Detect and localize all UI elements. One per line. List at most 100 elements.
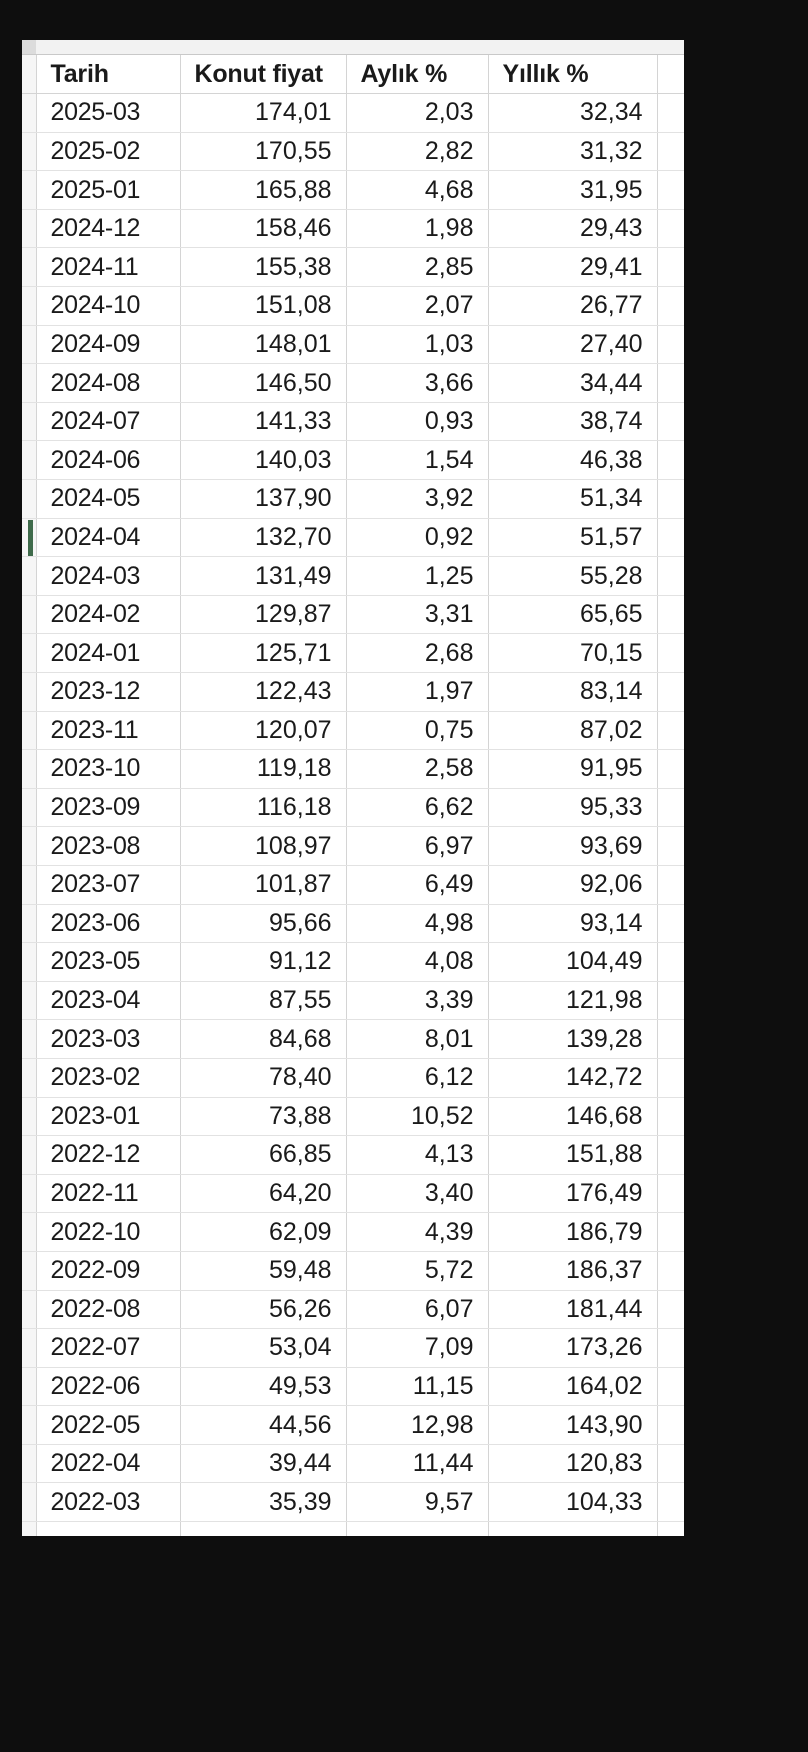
cell-konut[interactable]: 131,49 (180, 556, 347, 596)
row-gutter[interactable] (22, 826, 37, 866)
cell-overflow[interactable] (657, 904, 684, 944)
cell-yillik[interactable]: 31,95 (488, 170, 658, 210)
table-row[interactable]: 2022-09 59,48 5,72 186,37 (22, 1251, 684, 1291)
cell-yillik[interactable]: 173,26 (488, 1328, 658, 1368)
cell-yillik[interactable]: 29,41 (488, 247, 658, 288)
cell-yillik[interactable]: 27,40 (488, 325, 658, 365)
table-row[interactable]: 2022-12 66,85 4,13 151,88 (22, 1135, 684, 1175)
row-gutter[interactable] (22, 518, 37, 558)
cell-yillik[interactable]: 186,79 (488, 1212, 658, 1252)
cell-aylik[interactable]: 1,97 (346, 672, 489, 712)
cell-overflow[interactable] (657, 479, 684, 519)
cell-overflow[interactable] (657, 1328, 684, 1368)
cell-tarih[interactable]: 2023-03 (36, 1019, 181, 1059)
table-row[interactable]: 2022-05 44,56 12,98 143,90 (22, 1405, 684, 1445)
table-row[interactable]: 2024-02 129,87 3,31 65,65 (22, 595, 684, 635)
table-row[interactable]: 2023-09 116,18 6,62 95,33 (22, 788, 684, 828)
cell-aylik[interactable]: 6,49 (346, 865, 489, 905)
table-row[interactable]: 2024-07 141,33 0,93 38,74 (22, 402, 684, 442)
cell-overflow[interactable] (657, 518, 684, 558)
cell-overflow[interactable] (657, 865, 684, 905)
cell-tarih[interactable]: 2024-09 (36, 325, 181, 365)
cell-tarih[interactable]: 2022-08 (36, 1290, 181, 1330)
row-gutter[interactable] (22, 402, 37, 442)
table-row[interactable]: 2023-06 95,66 4,98 93,14 (22, 904, 684, 944)
row-gutter[interactable] (22, 1251, 37, 1291)
table-row[interactable]: 2023-10 119,18 2,58 91,95 (22, 749, 684, 789)
cell-konut[interactable]: 158,46 (180, 209, 347, 249)
row-gutter[interactable] (22, 672, 37, 712)
cell-overflow[interactable] (657, 440, 684, 481)
row-gutter[interactable] (22, 749, 37, 789)
cell-konut[interactable]: 62,09 (180, 1212, 347, 1252)
cell-aylik[interactable]: 3,39 (346, 981, 489, 1021)
cell-yillik[interactable]: 104,33 (488, 1482, 658, 1523)
row-gutter[interactable] (22, 1367, 37, 1407)
cell-konut[interactable]: 35,39 (180, 1482, 347, 1523)
cell-yillik[interactable]: 121,98 (488, 981, 658, 1021)
cell-yillik[interactable]: 93,69 (488, 826, 658, 866)
cell-aylik[interactable]: 2,68 (346, 633, 489, 673)
row-gutter[interactable] (22, 595, 37, 635)
cell-aylik[interactable]: 5,72 (346, 1251, 489, 1291)
cell-overflow[interactable] (657, 1135, 684, 1175)
cell-aylik[interactable]: 6,97 (346, 826, 489, 866)
cell-overflow[interactable] (657, 132, 684, 172)
cell-yillik[interactable]: 34,44 (488, 363, 658, 403)
table-row[interactable]: 2023-03 84,68 8,01 139,28 (22, 1019, 684, 1059)
table-row[interactable]: 2024-05 137,90 3,92 51,34 (22, 479, 684, 519)
cell-aylik[interactable]: 0,75 (346, 711, 489, 751)
cell-konut[interactable]: 146,50 (180, 363, 347, 403)
column-header-overflow[interactable] (657, 55, 684, 95)
cell-yillik[interactable]: 55,28 (488, 556, 658, 596)
cell-yillik[interactable]: 87,02 (488, 711, 658, 751)
row-gutter[interactable] (22, 1328, 37, 1368)
cell-aylik[interactable]: 2,82 (346, 132, 489, 172)
cell-konut[interactable]: 101,87 (180, 865, 347, 905)
cell-overflow[interactable] (657, 595, 684, 635)
row-gutter[interactable] (22, 1058, 37, 1098)
cell-tarih[interactable]: 2022-06 (36, 1367, 181, 1407)
cell-konut[interactable]: 170,55 (180, 132, 347, 172)
cell-tarih[interactable]: 2023-01 (36, 1097, 181, 1137)
cell-yillik[interactable]: 181,44 (488, 1290, 658, 1330)
table-row[interactable]: 2025-01 165,88 4,68 31,95 (22, 170, 684, 210)
cell-yillik[interactable]: 176,49 (488, 1174, 658, 1214)
cell-yillik[interactable]: 51,34 (488, 479, 658, 519)
cell-konut[interactable]: 122,43 (180, 672, 347, 712)
cell-konut[interactable]: 66,85 (180, 1135, 347, 1175)
cell-tarih[interactable]: 2022-05 (36, 1405, 181, 1445)
cell-overflow[interactable] (657, 325, 684, 365)
cell-konut[interactable]: 56,26 (180, 1290, 347, 1330)
table-row[interactable]: 2022-11 64,20 3,40 176,49 (22, 1174, 684, 1214)
table-row[interactable]: 2024-03 131,49 1,25 55,28 (22, 556, 684, 596)
cell-tarih[interactable]: 2022-09 (36, 1251, 181, 1291)
row-gutter[interactable] (22, 788, 37, 828)
cell-aylik[interactable]: 4,08 (346, 942, 489, 982)
row-gutter[interactable] (22, 209, 37, 249)
cell-overflow[interactable] (657, 981, 684, 1021)
cell-aylik[interactable]: 6,62 (346, 788, 489, 828)
column-header-tarih[interactable]: Tarih (36, 55, 181, 95)
row-gutter-header[interactable] (22, 55, 37, 95)
cell-aylik[interactable]: 7,09 (346, 1328, 489, 1368)
cell-tarih[interactable]: 2024-06 (36, 440, 181, 481)
cell-yillik[interactable]: 142,72 (488, 1058, 658, 1098)
cell-konut[interactable]: 165,88 (180, 170, 347, 210)
table-row[interactable]: 2023-05 91,12 4,08 104,49 (22, 942, 684, 982)
table-row[interactable]: 2022-08 56,26 6,07 181,44 (22, 1290, 684, 1330)
cell-aylik[interactable]: 4,39 (346, 1212, 489, 1252)
cell-tarih[interactable]: 2024-04 (36, 518, 181, 558)
cell-overflow[interactable] (657, 1367, 684, 1407)
cell-konut[interactable]: 53,04 (180, 1328, 347, 1368)
spreadsheet-viewport[interactable]: Tarih Konut fiyat Aylık % Yıllık % 2025-… (22, 40, 684, 1536)
cell-tarih[interactable]: 2022-04 (36, 1444, 181, 1484)
cell-aylik[interactable]: 3,31 (346, 595, 489, 635)
cell-konut[interactable]: 151,08 (180, 286, 347, 326)
cell-konut[interactable]: 116,18 (180, 788, 347, 828)
cell-aylik[interactable]: 12,98 (346, 1405, 489, 1445)
row-gutter[interactable] (22, 556, 37, 596)
table-row[interactable]: 2024-08 146,50 3,66 34,44 (22, 363, 684, 403)
table-row[interactable]: 2025-03 174,01 2,03 32,34 (22, 93, 684, 133)
cell-konut[interactable]: 64,20 (180, 1174, 347, 1214)
